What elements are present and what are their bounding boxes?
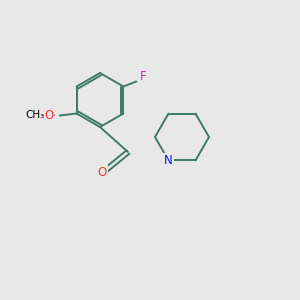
Text: N: N — [164, 154, 173, 167]
Text: CH₃: CH₃ — [25, 110, 44, 121]
Text: O: O — [98, 166, 106, 178]
Text: O: O — [44, 109, 53, 122]
Text: F: F — [140, 70, 147, 83]
